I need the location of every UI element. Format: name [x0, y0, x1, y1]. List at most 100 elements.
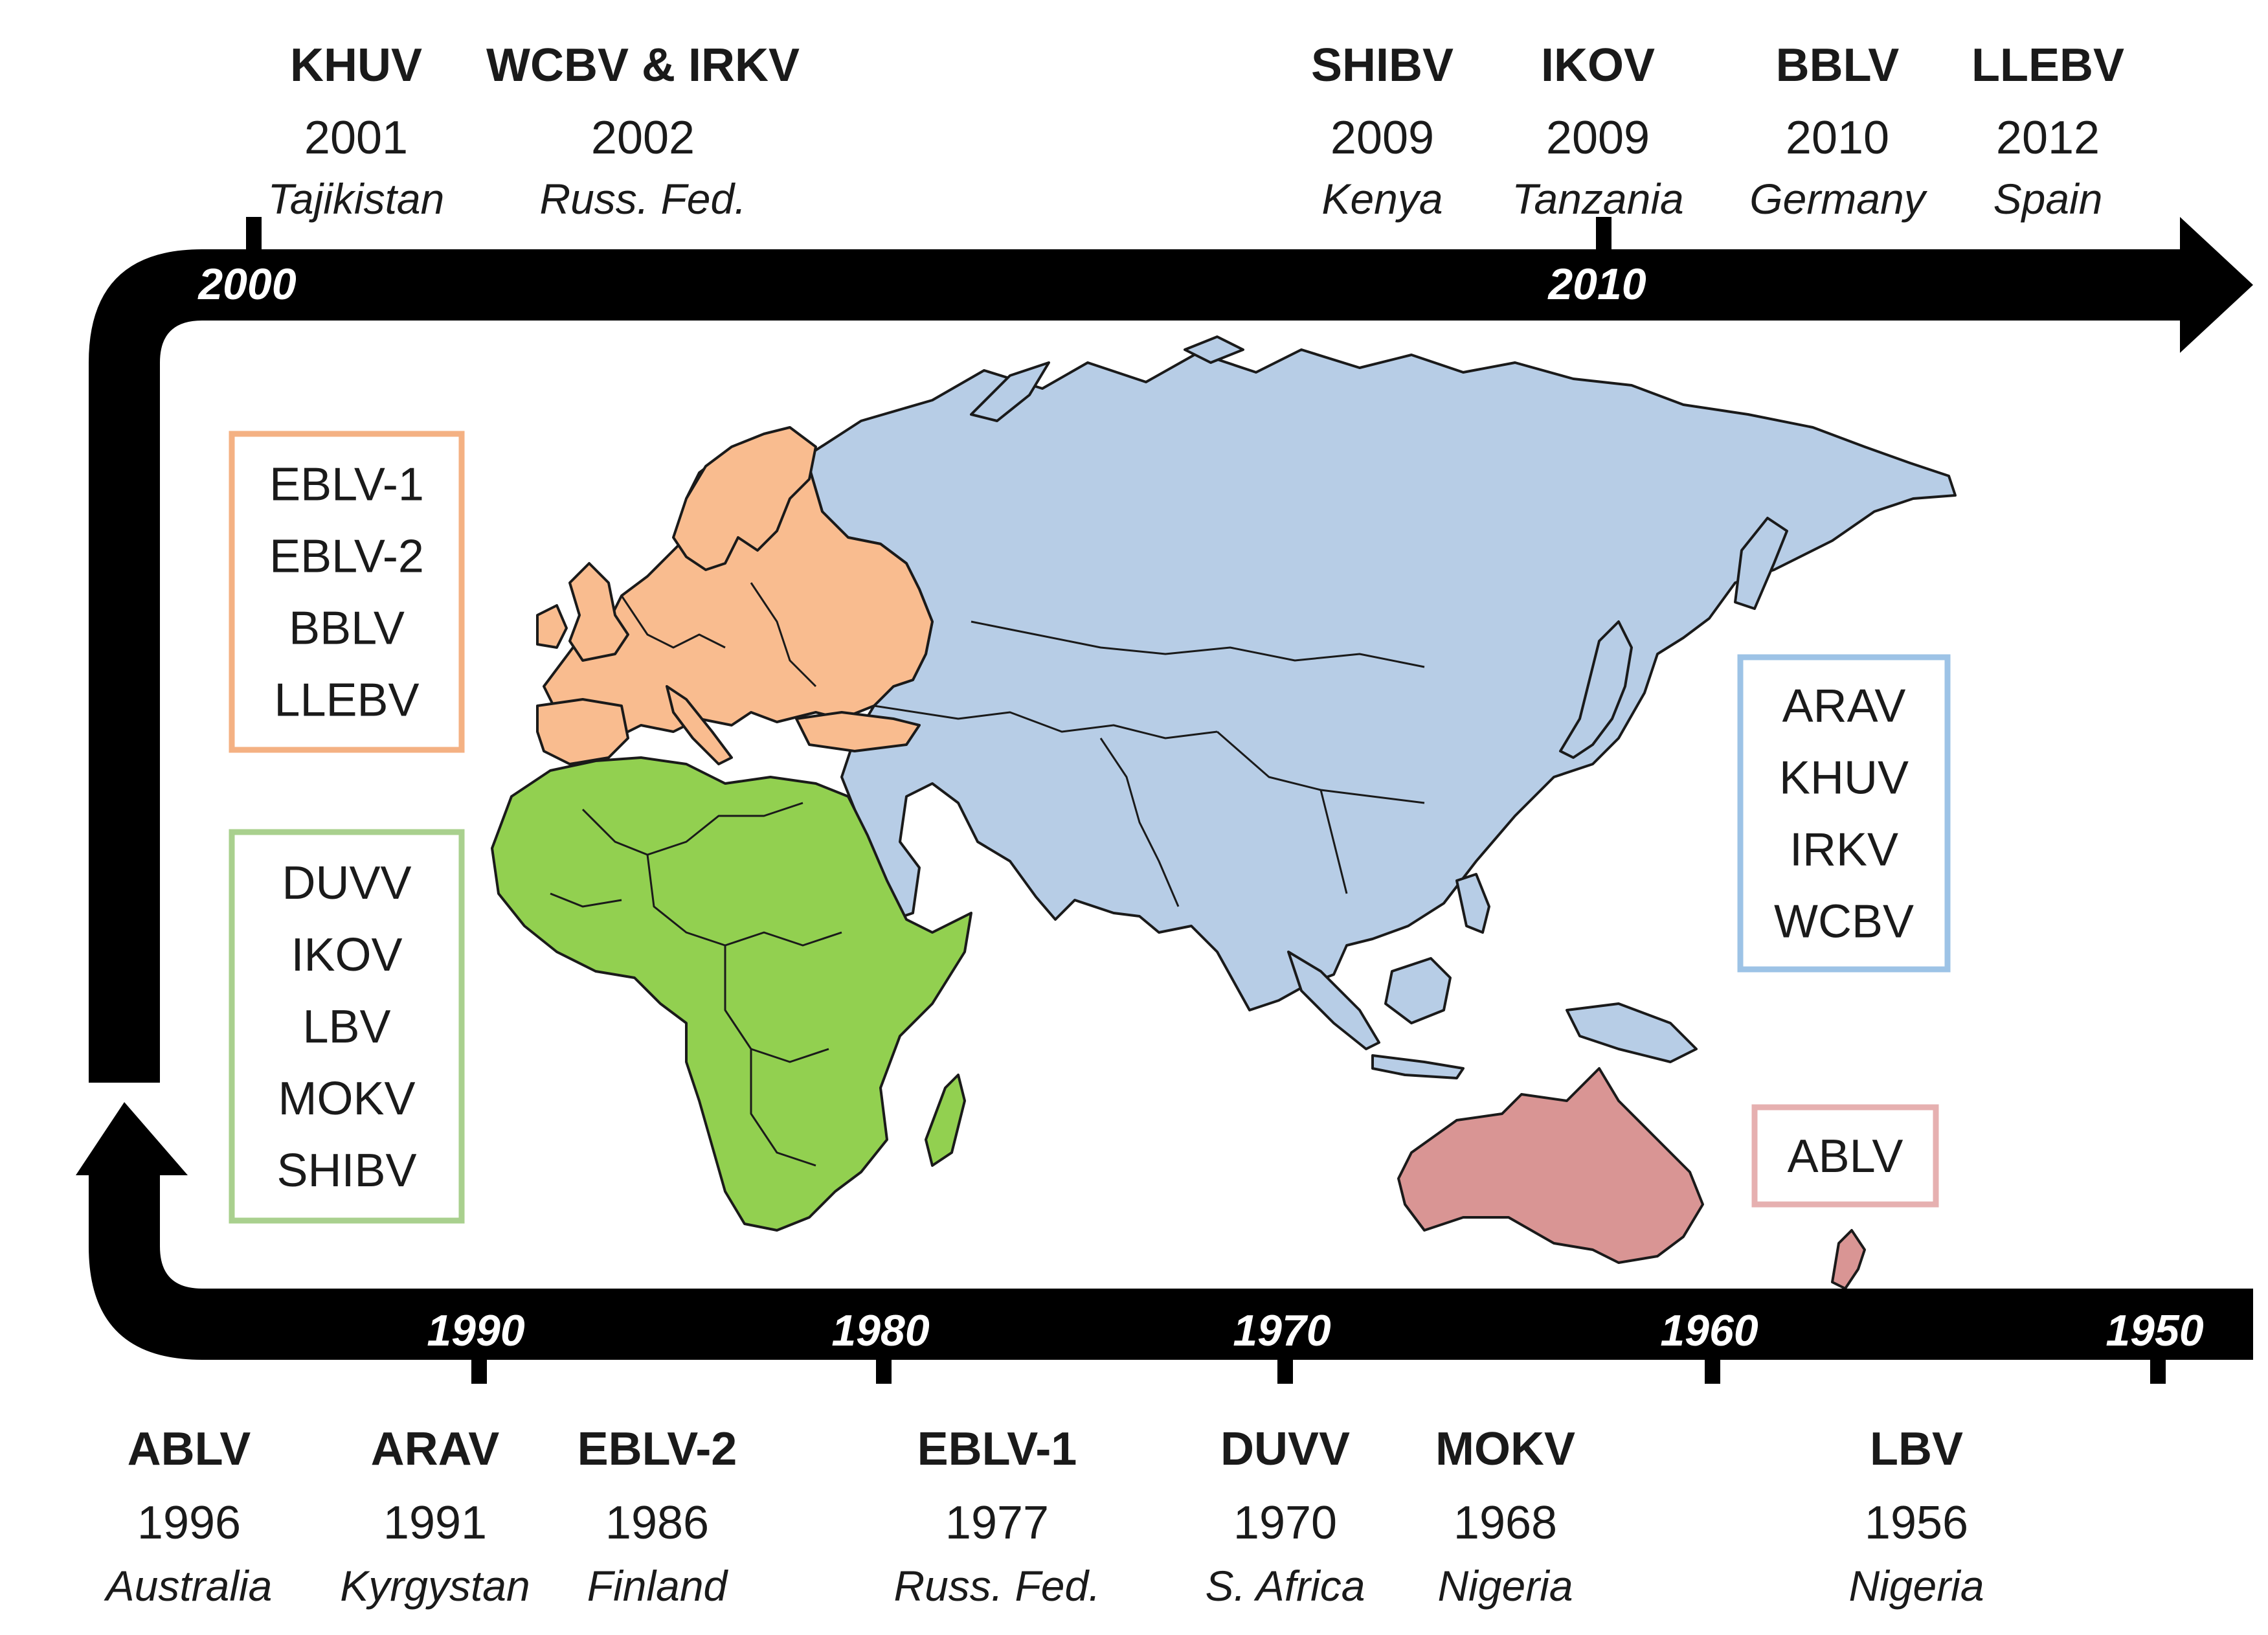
region-virus-label: EBLV-1: [269, 459, 424, 511]
bottom-event-name: LBV: [1870, 1423, 1963, 1475]
region-virus-label: EBLV-2: [269, 531, 424, 583]
map-java: [1371, 1054, 1465, 1079]
map-italy: [666, 685, 733, 765]
region-virus-label: IKOV: [291, 929, 402, 981]
top-event-group: KHUV 2001 Tajikistan WCBV & IRKV 2002 Russ. F…: [268, 39, 2124, 223]
bottom-event-place: Nigeria: [1437, 1562, 1573, 1610]
bottom-event-name: ARAV: [371, 1423, 500, 1475]
bottom-event-year: 1956: [1865, 1497, 1968, 1549]
top-event-year: 2009: [1546, 112, 1650, 164]
top-tick-label-2010: 2010: [1547, 260, 1646, 309]
bottom-event-place: Russ. Fed.: [893, 1562, 1100, 1610]
world-map: [491, 335, 1957, 1290]
top-event-place: Germany: [1749, 175, 1927, 223]
region-box-africa: DUVV IKOV LBV MOKV SHIBV: [229, 829, 465, 1224]
map-scandinavia: [672, 426, 817, 571]
top-event-place: Russ. Fed.: [539, 175, 746, 223]
top-tick-label-2000: 2000: [197, 260, 296, 309]
region-virus-label: WCBV: [1774, 896, 1914, 948]
region-virus-label: SHIBV: [276, 1145, 416, 1197]
bottom-tick-label-1990: 1990: [427, 1306, 524, 1355]
bottom-event-place: Finland: [587, 1562, 729, 1610]
bottom-event-name: ABLV: [128, 1423, 251, 1475]
top-tick-mark-2010: [1596, 217, 1611, 253]
map-madagascar: [925, 1074, 966, 1167]
top-event-year: 2009: [1330, 112, 1434, 164]
map-australia: [1397, 1067, 1704, 1264]
map-novaya-zemlya: [970, 361, 1050, 422]
bottom-event-place: Nigeria: [1848, 1562, 1984, 1610]
bottom-timeline-arrow: [76, 1102, 2253, 1360]
top-event-place: Spain: [1993, 175, 2103, 223]
bottom-event-year: 1991: [383, 1497, 487, 1549]
map-borneo: [1384, 957, 1452, 1024]
bottom-event-place: Australia: [104, 1562, 273, 1610]
bottom-event-group: ABLV 1996 Australia ARAV 1991 Kyrgystan EBLV-2…: [104, 1423, 1984, 1610]
map-kamchatka: [1734, 517, 1788, 610]
map-turkey: [795, 711, 921, 752]
bottom-tick-label-1960: 1960: [1660, 1306, 1758, 1355]
top-event-name: KHUV: [290, 39, 422, 91]
top-event-year: 2012: [1996, 112, 2100, 164]
region-box-asia: ARAV KHUV IRKV WCBV: [1737, 654, 1951, 973]
bottom-tick-mark-1960: [1705, 1357, 1720, 1384]
map-new-zealand: [1831, 1229, 1866, 1290]
timeline-arrows: [76, 217, 2253, 1360]
region-virus-label: MOKV: [278, 1073, 415, 1125]
bottom-event-name: EBLV-2: [578, 1423, 737, 1475]
bottom-tick-label-1970: 1970: [1233, 1306, 1330, 1355]
region-box-frame: [229, 829, 465, 1224]
map-severnaya: [1184, 335, 1244, 364]
top-event-name: BBLV: [1776, 39, 1900, 91]
region-virus-label: DUVV: [282, 857, 411, 909]
bottom-event-name: DUVV: [1220, 1423, 1350, 1475]
map-sumatra: [1287, 951, 1380, 1050]
top-event-place: Tanzania: [1512, 175, 1683, 223]
top-event-name: LLEBV: [1971, 39, 2124, 91]
bottom-event-year: 1970: [1233, 1497, 1337, 1549]
bottom-event-year: 1986: [605, 1497, 709, 1549]
top-tick-group: 2000 2010: [197, 217, 1646, 309]
map-great-britain: [568, 562, 629, 662]
country-borders: [550, 582, 1425, 1167]
top-event-name: SHIBV: [1311, 39, 1454, 91]
region-box-australasia: ABLV: [1751, 1104, 1939, 1208]
bottom-event-name: MOKV: [1435, 1423, 1575, 1475]
map-philippines: [1455, 873, 1490, 934]
top-timeline-arrow: [89, 217, 2253, 1083]
top-tick-mark-2000: [246, 217, 262, 253]
bottom-tick-mark-1990: [471, 1357, 487, 1384]
region-virus-label: ARAV: [1782, 681, 1906, 732]
bottom-event-name: EBLV-1: [917, 1423, 1077, 1475]
top-event-name: IKOV: [1541, 39, 1655, 91]
map-japan: [1559, 620, 1633, 759]
top-event-place: Kenya: [1321, 175, 1443, 223]
top-event-year: 2010: [1786, 112, 1889, 164]
region-box-frame: [1751, 1104, 1939, 1208]
region-virus-label: LLEBV: [274, 675, 419, 727]
bottom-event-year: 1968: [1454, 1497, 1557, 1549]
top-event-year: 2002: [591, 112, 695, 164]
region-virus-label: ABLV: [1788, 1131, 1903, 1182]
bottom-tick-mark-1980: [876, 1357, 892, 1384]
region-virus-label: IRKV: [1790, 824, 1898, 876]
region-box-frame: [229, 431, 465, 753]
region-box-group: EBLV-1 EBLV-2 BBLV LLEBV DUVV IKOV LBV MOKV SHIB…: [229, 431, 1951, 1224]
top-event-name: WCBV & IRKV: [486, 39, 800, 91]
region-virus-label: BBLV: [289, 603, 405, 655]
bottom-event-year: 1996: [137, 1497, 241, 1549]
top-event-year: 2001: [304, 112, 408, 164]
region-virus-label: LBV: [302, 1001, 390, 1053]
bottom-tick-label-1980: 1980: [831, 1306, 929, 1355]
bottom-tick-mark-1970: [1277, 1357, 1293, 1384]
bottom-event-year: 1977: [945, 1497, 1049, 1549]
map-iberia: [536, 698, 629, 765]
map-new-guinea: [1566, 1002, 1698, 1063]
map-ireland: [536, 604, 568, 649]
region-box-europe: EBLV-1 EBLV-2 BBLV LLEBV: [229, 431, 465, 753]
bottom-event-place: S. Africa: [1206, 1562, 1365, 1610]
bottom-tick-mark-1950: [2150, 1357, 2166, 1384]
region-virus-label: KHUV: [1779, 752, 1909, 804]
